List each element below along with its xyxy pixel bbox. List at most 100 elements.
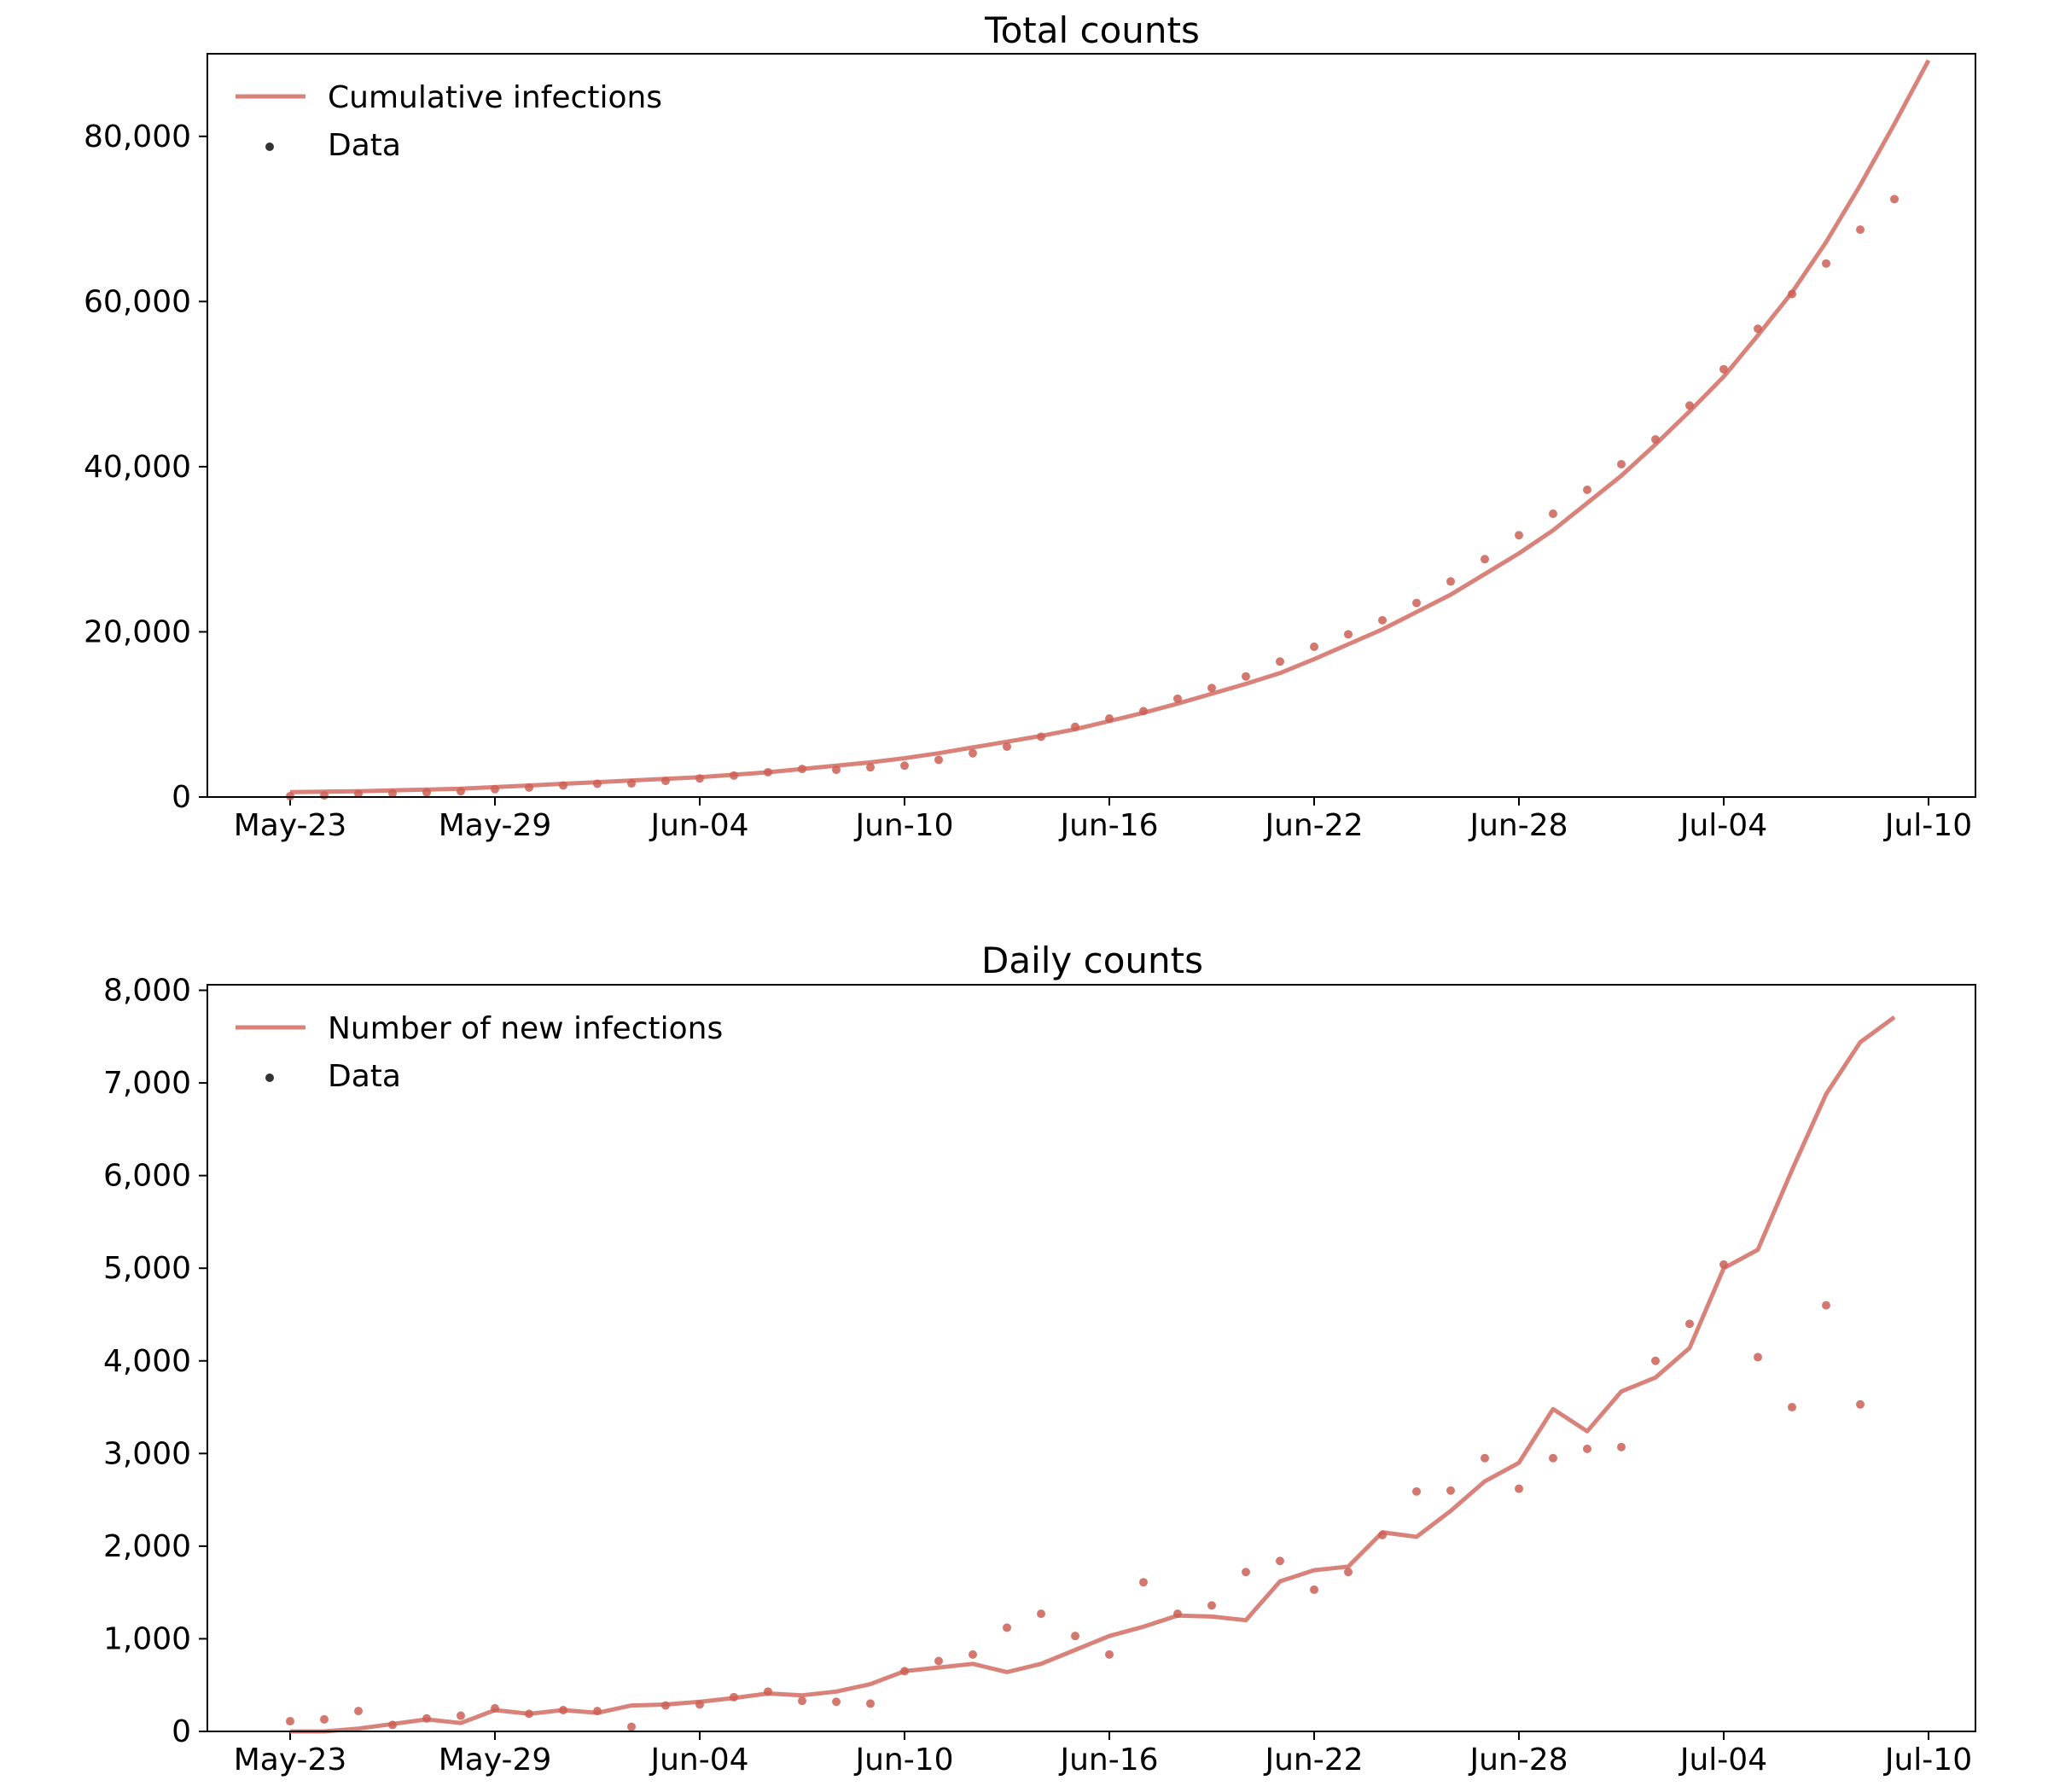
daily-counts-plot-area (286, 1015, 1896, 1734)
total-counts-legend: Cumulative infections Data (236, 80, 662, 163)
data-point (1412, 598, 1421, 608)
data-point (354, 1707, 363, 1716)
data-point (661, 777, 670, 786)
data-point (1071, 1632, 1079, 1641)
data-point (900, 761, 909, 771)
legend-label-data: Data (328, 1059, 401, 1094)
data-point (286, 1717, 294, 1726)
data-point (1242, 672, 1250, 681)
legend-label-number-of-new-infections: Number of new infections (328, 1011, 723, 1046)
data-point (422, 1713, 431, 1723)
data-point (1515, 531, 1523, 540)
x-tick-label: Jun-10 (853, 1743, 953, 1777)
data-point (525, 1709, 533, 1719)
legend-label-data: Data (328, 128, 401, 163)
data-point (1037, 732, 1045, 742)
data-point (1754, 324, 1762, 334)
data-point (1719, 364, 1728, 374)
data-point (1822, 1300, 1830, 1310)
data-point (491, 1703, 499, 1713)
data-point (320, 1714, 329, 1724)
x-tick-label: Jun-04 (649, 808, 748, 843)
data-point (1617, 459, 1626, 468)
data-point (866, 763, 875, 772)
data-point (695, 1700, 704, 1709)
data-point (1617, 1442, 1626, 1452)
data-point (388, 788, 397, 798)
data-point (730, 771, 738, 780)
daily-counts-title: Daily counts (981, 940, 1203, 981)
data-point (764, 1687, 772, 1696)
daily-counts-ticks: May-23 May-29 Jun-04 Jun-10 Jun-16 Jun-22 Jun-… (103, 974, 1972, 1777)
x-tick-label: Jun-16 (1058, 1743, 1158, 1777)
data-point (1310, 642, 1318, 651)
data-point (457, 1711, 465, 1720)
data-point (593, 779, 602, 788)
data-point (1207, 684, 1216, 693)
data-point (1310, 1585, 1318, 1594)
x-tick-label: Jul-04 (1679, 1743, 1767, 1777)
y-tick-label: 80,000 (84, 119, 191, 154)
data-point (1856, 225, 1865, 235)
data-point (832, 765, 841, 775)
x-tick-label: Jun-28 (1468, 808, 1568, 843)
data-point (457, 787, 465, 796)
data-point (491, 784, 499, 794)
y-tick-label: 1,000 (103, 1621, 191, 1656)
data-point (1481, 555, 1489, 564)
data-point (559, 781, 567, 790)
data-point (1583, 485, 1591, 494)
y-tick-label: 7,000 (103, 1066, 191, 1101)
data-point (1139, 707, 1148, 716)
x-tick-label: Jul-04 (1679, 808, 1767, 843)
data-point (1856, 1399, 1865, 1409)
x-tick-label: May-23 (234, 1743, 347, 1777)
y-tick-label: 6,000 (103, 1159, 191, 1194)
data-point (1378, 1530, 1387, 1539)
data-point (1173, 694, 1182, 703)
daily-counts-panel: Daily counts May-23 May-29 Jun-04 Jun-10 Jun… (103, 940, 1976, 1777)
y-tick-label: 0 (172, 1714, 191, 1749)
data-point (1822, 259, 1830, 268)
data-point (832, 1697, 841, 1707)
x-tick-label: May-29 (439, 808, 552, 843)
data-point (900, 1667, 909, 1676)
total-counts-axes-frame (207, 53, 1976, 798)
data-point (934, 1656, 943, 1666)
data-point (1105, 1649, 1114, 1659)
daily-counts-legend: Number of new infections Data (236, 1011, 723, 1094)
y-tick-label: 5,000 (103, 1251, 191, 1286)
legend-label-cumulative-infections: Cumulative infections (328, 80, 662, 115)
data-point (1685, 1319, 1694, 1329)
data-point (1549, 509, 1557, 519)
data-point (1344, 630, 1353, 639)
data-point (1754, 1353, 1762, 1362)
x-tick-label: Jul-10 (1883, 1743, 1972, 1777)
data-point (627, 1722, 636, 1731)
data-point (1549, 1453, 1557, 1463)
x-tick-label: Jun-22 (1263, 808, 1363, 843)
data-point (1651, 434, 1660, 444)
data-point (1276, 1556, 1284, 1566)
data-point (1207, 1601, 1216, 1610)
total-counts-plot-area (286, 59, 1931, 801)
data-point (866, 1699, 875, 1708)
data-point (1685, 401, 1694, 410)
series-line-cumulative-infections (289, 59, 1931, 794)
x-tick-label: May-29 (439, 1743, 552, 1777)
data-point (1105, 714, 1114, 724)
total-counts-panel: Total counts May-23 May-29 Jun-04 Jun-10 Jun… (84, 9, 1976, 843)
daily-counts-axes-frame (207, 984, 1976, 1732)
data-point (1890, 195, 1899, 204)
y-tick-label: 8,000 (103, 974, 191, 1009)
y-tick-label: 4,000 (103, 1344, 191, 1379)
total-counts-title: Total counts (984, 9, 1200, 51)
y-tick-label: 20,000 (84, 614, 191, 649)
x-tick-label: Jun-22 (1263, 1743, 1363, 1777)
legend-marker-swatch (265, 143, 274, 151)
data-point (1242, 1568, 1250, 1577)
data-point (1788, 289, 1796, 299)
data-point (661, 1701, 670, 1710)
data-point (1446, 1486, 1455, 1495)
